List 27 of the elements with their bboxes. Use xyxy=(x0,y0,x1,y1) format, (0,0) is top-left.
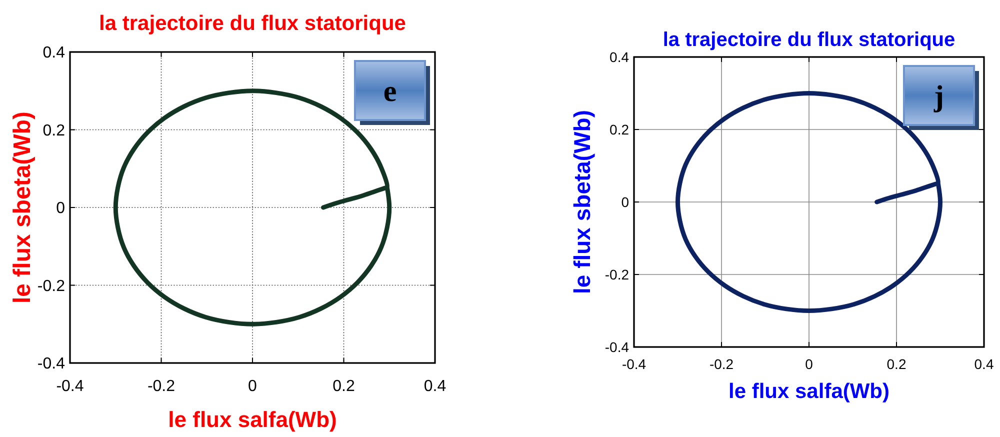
x-tick-label: -0.4 xyxy=(622,356,646,372)
chart-title: la trajectoire du flux statorique xyxy=(662,29,956,51)
y-tick-label: -0.2 xyxy=(37,278,66,295)
y-tick-label: 0.2 xyxy=(42,122,66,140)
x-tick-label: 0.4 xyxy=(424,378,446,395)
x-tick-label: -0.2 xyxy=(147,378,176,395)
x-tick-label: 0.2 xyxy=(886,356,906,372)
chart-title: la trajectoire du flux statorique xyxy=(99,12,406,35)
x-tick-label: 0.2 xyxy=(332,378,355,395)
y-axis-title: le flux sbeta(Wb) xyxy=(569,110,595,294)
x-axis-title: le flux salfa(Wb) xyxy=(728,380,890,403)
y-tick-label: -0.2 xyxy=(604,266,630,282)
y-tick-label: 0 xyxy=(56,200,66,218)
y-tick-label: 0.4 xyxy=(42,44,66,62)
x-tick-label: 0 xyxy=(248,378,258,395)
annotation: j xyxy=(933,80,944,113)
x-tick-label: -0.2 xyxy=(709,356,734,372)
y-tick-label: 0.2 xyxy=(610,121,630,138)
y-tick-label: 0.4 xyxy=(610,48,630,65)
x-tick-label: 0.4 xyxy=(974,356,994,372)
annotation: e xyxy=(383,75,397,108)
y-tick-label: 0 xyxy=(621,194,630,210)
y-tick-label: -0.4 xyxy=(604,338,630,355)
y-axis-title: le flux sbeta(Wb) xyxy=(9,111,36,304)
x-tick-label: -0.4 xyxy=(56,378,84,395)
x-axis-title: le flux salfa(Wb) xyxy=(168,407,337,432)
x-tick-label: 0 xyxy=(805,356,814,372)
